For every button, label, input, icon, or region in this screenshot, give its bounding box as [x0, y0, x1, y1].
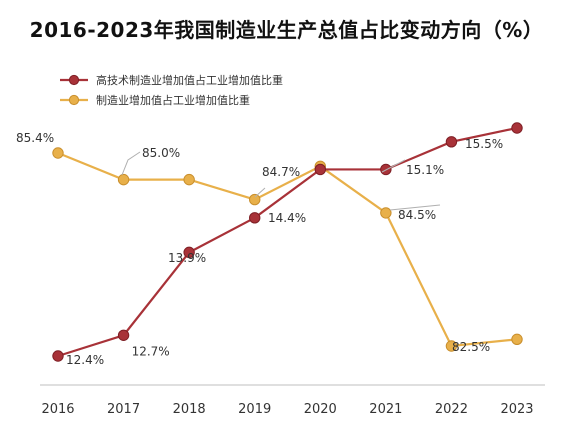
legend-marker [68, 94, 80, 106]
legend-marker [68, 74, 80, 86]
data-label: 82.5% [452, 340, 490, 354]
series-0-point [314, 163, 326, 176]
data-label: 15.5% [465, 137, 503, 151]
series-layer [52, 122, 523, 362]
x-tick-label: 2019 [238, 402, 271, 417]
legend-label: 制造业增加值占工业增加值比重 [96, 93, 250, 107]
series-1-point [249, 193, 261, 206]
label-leader-line [389, 204, 441, 211]
series-0-point [511, 122, 523, 134]
series-line-0 [57, 126, 518, 358]
data-label-layer: 12.4% 12.7% 13.9% 14.4% 15.1% 15.5% 85.4% 85.0%… [16, 131, 503, 367]
series-0-point [117, 329, 130, 341]
series-1-point [445, 340, 458, 352]
series-line-1 [57, 151, 518, 348]
data-label: 12.7% [132, 344, 170, 358]
series-0-point [183, 246, 195, 259]
x-tick-label: 2020 [304, 402, 337, 417]
data-label: 84.7% [262, 165, 300, 179]
legend-label: 高技术制造业增加值占工业增加值比重 [96, 73, 283, 87]
x-tick-label: 2018 [173, 402, 206, 417]
x-tick-label: 2023 [500, 402, 533, 417]
x-tick-label: 2016 [41, 402, 74, 417]
data-label: 85.0% [142, 146, 180, 160]
label-leader-line [381, 159, 406, 173]
series-1-point [52, 147, 64, 159]
series-0-point [249, 212, 261, 224]
series-0-point [445, 136, 458, 148]
label-leader-line [121, 151, 141, 176]
data-label: 85.4% [16, 131, 54, 145]
label-leader-line [254, 187, 266, 198]
series-1-point [511, 333, 523, 346]
data-label: 84.5% [398, 208, 436, 222]
data-label: 13.9% [168, 251, 206, 265]
chart-title: 2016-2023年我国制造业生产总值占比变动方向（%） [29, 18, 544, 42]
data-label: 15.1% [406, 163, 444, 177]
series-1-point [380, 207, 392, 219]
series-0-point [52, 350, 64, 362]
series-1-point [117, 173, 130, 186]
data-label: 14.4% [268, 211, 306, 225]
series-1-point [183, 173, 195, 186]
x-tick-layer: 2016 2017 2018 2019 2020 2021 2022 2023 [41, 402, 533, 417]
x-tick-label: 2022 [435, 402, 468, 417]
data-label: 12.4% [66, 353, 104, 367]
x-tick-label: 2021 [369, 402, 402, 417]
x-tick-label: 2017 [107, 402, 140, 417]
